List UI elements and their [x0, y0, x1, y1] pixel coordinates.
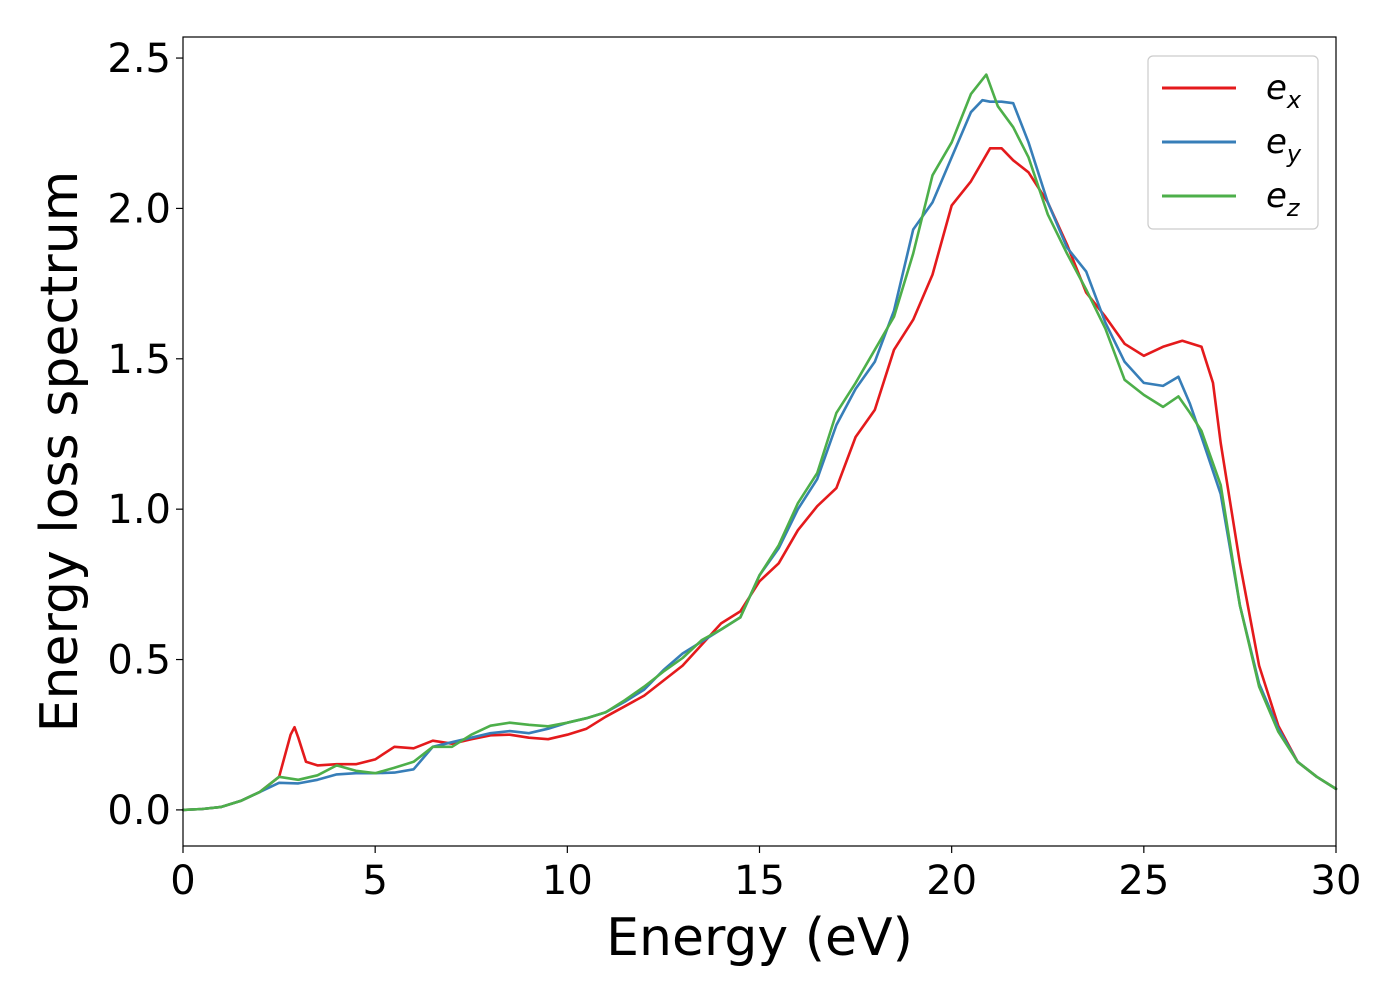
x-tick-label: 10: [542, 858, 593, 904]
y-tick-label: 0.5: [107, 638, 171, 684]
x-tick-label: 20: [926, 858, 977, 904]
legend-label-subscript: z: [1286, 194, 1301, 222]
x-tick-label: 0: [170, 858, 195, 904]
legend-label-subscript: x: [1286, 86, 1302, 114]
series-line-e-y: [181, 98, 1338, 812]
series-layer: [181, 73, 1338, 812]
x-axis-title: Energy (eV): [606, 908, 913, 968]
x-axis: 0 5 10 15 20 25 30: [170, 846, 1361, 904]
legend-label-base: e: [1266, 122, 1287, 162]
y-axis-title: Energy loss spectrum: [30, 171, 90, 733]
x-tick-label: 25: [1118, 858, 1169, 904]
x-tick-label: 5: [362, 858, 387, 904]
x-tick-label: 15: [734, 858, 785, 904]
y-tick-label: 1.0: [107, 487, 171, 533]
legend-label-subscript: y: [1286, 140, 1302, 168]
y-tick-label: 2.5: [107, 36, 171, 82]
series-line-e-z: [181, 73, 1338, 812]
legend-label-e-z: ez: [1266, 176, 1301, 222]
y-tick-label: 2.0: [107, 186, 171, 232]
legend-label-base: e: [1266, 68, 1287, 108]
legend-label-e-y: ey: [1266, 122, 1302, 168]
legend-label-e-x: ex: [1266, 68, 1302, 114]
y-axis: 0.0 0.5 1.0 1.5 2.0 2.5: [107, 36, 183, 834]
x-tick-label: 30: [1311, 858, 1362, 904]
legend-label-base: e: [1266, 176, 1287, 216]
y-tick-label: 0.0: [107, 788, 171, 834]
y-tick-label: 1.5: [107, 337, 171, 383]
